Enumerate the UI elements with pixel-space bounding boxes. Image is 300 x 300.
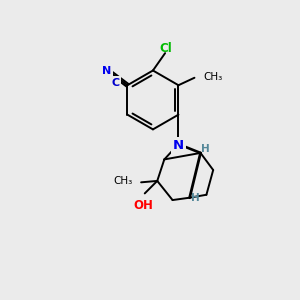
Text: H: H (201, 144, 210, 154)
Text: H: H (190, 193, 199, 203)
Text: CH₃: CH₃ (114, 176, 133, 186)
Text: OH: OH (133, 199, 153, 212)
Text: N: N (173, 139, 184, 152)
Text: N: N (173, 139, 184, 152)
Text: CH₃: CH₃ (203, 72, 223, 82)
Text: N: N (102, 66, 111, 76)
Text: C: C (112, 78, 120, 88)
Text: Cl: Cl (159, 42, 172, 55)
